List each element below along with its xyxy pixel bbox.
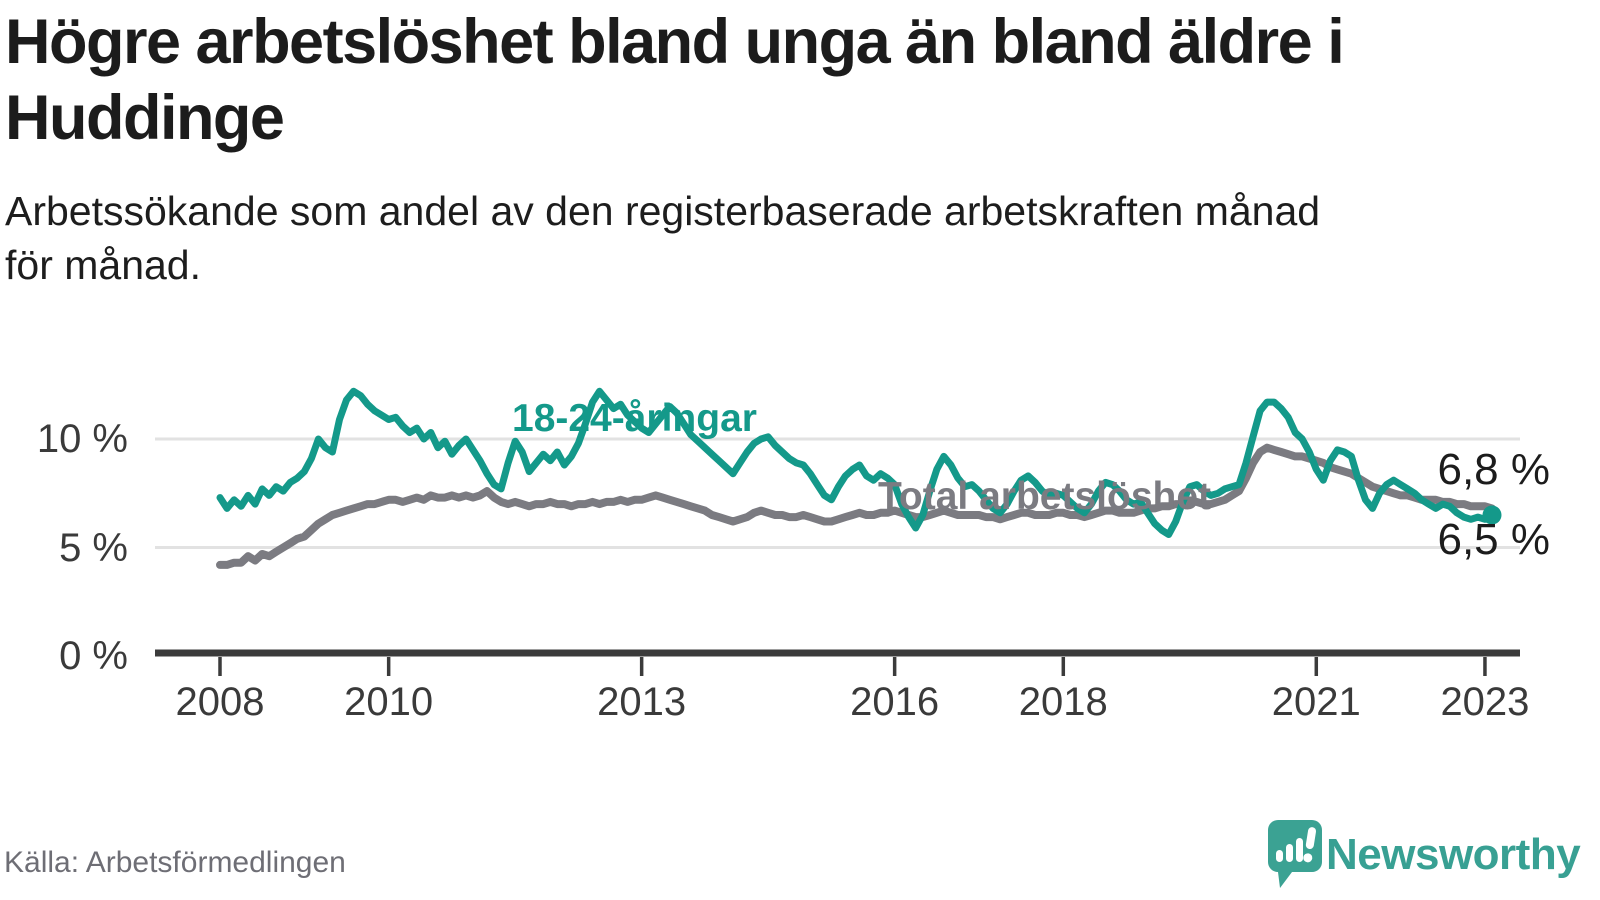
x-tick-label: 2013 <box>597 680 687 724</box>
series-label-total: Total arbetslöshet <box>878 475 1212 518</box>
source-text: Källa: Arbetsförmedlingen <box>4 846 346 879</box>
logo-bar-1 <box>1276 850 1283 862</box>
latest-value-dot <box>1482 505 1502 525</box>
y-tick-label: 5 % <box>59 525 128 570</box>
chart-subtitle: Arbetssökande som andel av den registerb… <box>5 184 1320 292</box>
page-title: Högre arbetslöshet bland unga än bland ä… <box>5 4 1345 156</box>
logo-exclamation <box>1303 827 1317 863</box>
newsworthy-brand-text: Newsworthy <box>1326 830 1581 879</box>
subtitle-line-1: Arbetssökande som andel av den registerb… <box>5 188 1321 234</box>
end-value-label-youth: 6,5 % <box>1437 515 1550 564</box>
x-tick-label: 2008 <box>175 680 265 724</box>
logo-bar-3 <box>1296 838 1303 862</box>
title-line-1: Högre arbetslöshet bland unga än bland ä… <box>5 7 1345 77</box>
y-tick-label: 10 % <box>36 417 128 461</box>
x-tick-label: 2021 <box>1271 680 1361 724</box>
title-line-2: Huddinge <box>5 83 285 153</box>
x-tick-label: 2023 <box>1440 680 1530 724</box>
series-label-youth: 18-24-åringar <box>512 397 757 440</box>
line-total <box>216 443 1496 569</box>
x-tick-label: 2016 <box>850 680 940 724</box>
x-tick-label: 2010 <box>344 680 434 724</box>
subtitle-line-2: för månad. <box>5 242 201 288</box>
logo-bar-2 <box>1286 844 1293 862</box>
newsworthy-logo: Newsworthy <box>1264 818 1596 892</box>
end-value-label-total: 6,8 % <box>1437 445 1550 494</box>
newsworthy-logo-icon <box>1268 820 1322 888</box>
x-tick-label: 2018 <box>1018 680 1108 724</box>
y-tick-label: 0 % <box>59 634 128 678</box>
line-youth <box>216 387 1496 538</box>
